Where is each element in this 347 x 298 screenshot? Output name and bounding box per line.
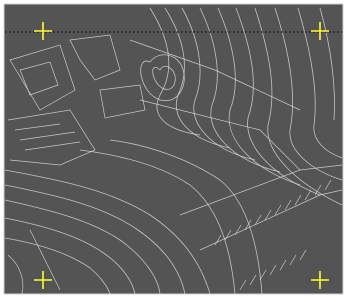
map-view	[0, 0, 347, 298]
page: {} (() =>	[0, 0, 347, 298]
